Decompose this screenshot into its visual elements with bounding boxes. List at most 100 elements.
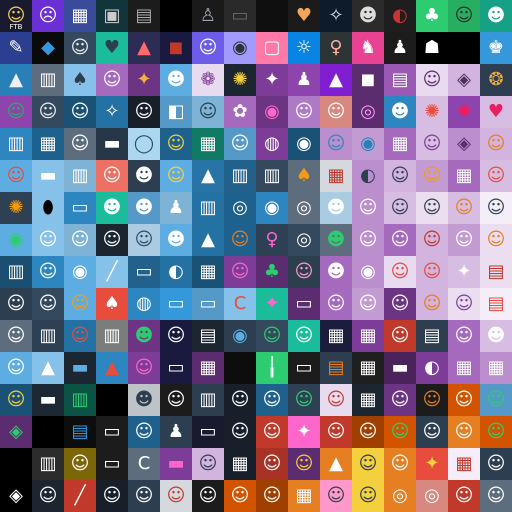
text-tile[interactable]: ▤ (480, 256, 512, 288)
abstract-tile[interactable]: ╱ (64, 480, 96, 512)
pizza-tile[interactable]: ▲ (320, 448, 352, 480)
pink-tile[interactable]: ♥ (480, 96, 512, 128)
car-tile[interactable]: ◐ (384, 0, 416, 32)
object-tile[interactable]: ◐ (416, 352, 448, 384)
lake-tile[interactable]: ▬ (32, 160, 64, 192)
dark-tile[interactable] (160, 0, 192, 32)
cartoon-tile[interactable]: ☺ (192, 96, 224, 128)
cityscape-tile[interactable]: ▥ (192, 192, 224, 224)
portrait-tile[interactable]: ☺ (160, 320, 192, 352)
portrait-tile[interactable]: ▭ (160, 288, 192, 320)
crystal-tile[interactable]: ◈ (0, 416, 32, 448)
dark-tile[interactable]: ▭ (96, 448, 128, 480)
character-tile[interactable]: ☺ (224, 256, 256, 288)
bear-tile[interactable]: ☻ (320, 256, 352, 288)
dark-tile[interactable] (96, 384, 128, 416)
abstract-tile[interactable]: ◍ (128, 288, 160, 320)
cat-tile[interactable]: ☺ (352, 288, 384, 320)
pixel-face-tile[interactable]: ☺ (416, 288, 448, 320)
galaxy-tile[interactable]: ✺ (0, 192, 32, 224)
water-tile[interactable]: ▥ (64, 160, 96, 192)
gradient-tile[interactable]: ▦ (480, 352, 512, 384)
fire-tile[interactable]: ✦ (416, 448, 448, 480)
pixel-character-tile[interactable]: ☺ (480, 160, 512, 192)
character-tile[interactable]: ☺ (352, 416, 384, 448)
pixel-character-tile[interactable]: ☺ (416, 224, 448, 256)
mountain-tile[interactable]: ▲ (0, 64, 32, 96)
bulb-tile[interactable]: ◉ (64, 256, 96, 288)
chart-tile[interactable]: ▦ (192, 128, 224, 160)
sketch-tile[interactable]: ▤ (128, 0, 160, 32)
creature-tile[interactable]: ☺ (320, 128, 352, 160)
cow-tile[interactable]: ☻ (128, 384, 160, 416)
purple-tile[interactable]: ▦ (192, 352, 224, 384)
character-tile[interactable]: ☺ (64, 320, 96, 352)
pixel-face-tile[interactable]: ☺ (384, 160, 416, 192)
zombie-tile[interactable]: ☺ (288, 384, 320, 416)
man-tile[interactable]: ☺ (384, 448, 416, 480)
red-face-tile[interactable]: ☺ (384, 320, 416, 352)
pink-tile[interactable]: ☺ (320, 480, 352, 512)
crown-tile[interactable]: ♚ (480, 32, 512, 64)
pixel-tile[interactable]: ☺ (352, 448, 384, 480)
portrait-tile[interactable]: ☺ (32, 256, 64, 288)
pattern-tile[interactable]: ▦ (288, 480, 320, 512)
dark-tile[interactable]: ▦ (352, 352, 384, 384)
hat-tile[interactable]: ☗ (416, 32, 448, 64)
ornament-tile[interactable]: ❂ (480, 64, 512, 96)
creature-tile[interactable]: ♣ (256, 256, 288, 288)
tv-tile[interactable]: ▭ (64, 192, 96, 224)
spiral-tile[interactable]: ◎ (352, 96, 384, 128)
dark-tile[interactable] (32, 416, 64, 448)
cat-tile[interactable]: ☻ (160, 64, 192, 96)
character-tile[interactable]: ☺ (416, 64, 448, 96)
purple-art-tile[interactable]: ☺ (288, 256, 320, 288)
scene-tile[interactable]: ◧ (160, 96, 192, 128)
neon-tile[interactable]: ✦ (256, 288, 288, 320)
dark-tile[interactable] (448, 32, 480, 64)
horse-tile[interactable]: ♞ (352, 32, 384, 64)
robot-tile[interactable]: ☺ (256, 416, 288, 448)
blob-tile[interactable]: ✹ (448, 96, 480, 128)
portrait-tile[interactable]: ☺ (416, 416, 448, 448)
woman-tile[interactable]: ☺ (320, 96, 352, 128)
dark-tile[interactable]: ▦ (224, 448, 256, 480)
mondrian-tile[interactable]: ▦ (320, 160, 352, 192)
avatar-tile[interactable]: ◉ (352, 256, 384, 288)
red-box-tile[interactable]: ◼ (160, 32, 192, 64)
dark-tile[interactable]: ▭ (96, 416, 128, 448)
sparkle-tile[interactable]: ✦ (256, 64, 288, 96)
poster-tile[interactable]: ▭ (288, 288, 320, 320)
portrait-tile[interactable]: ☺ (192, 32, 224, 64)
man-tile[interactable]: ☺ (448, 416, 480, 448)
art-tile[interactable]: ✧ (96, 96, 128, 128)
man-tile[interactable]: ☺ (128, 96, 160, 128)
dark-tile[interactable]: ▭ (288, 352, 320, 384)
frog-tile[interactable]: ☺ (0, 96, 32, 128)
pixel-character-tile[interactable]: ☺ (416, 160, 448, 192)
character-tile[interactable]: ☺ (160, 128, 192, 160)
stripe-tile[interactable]: ▬ (96, 128, 128, 160)
flower-tile[interactable]: ✿ (224, 96, 256, 128)
ornament-tile[interactable]: ◈ (448, 128, 480, 160)
logo-tile[interactable]: C (128, 448, 160, 480)
pixel-tile[interactable]: ☺ (0, 288, 32, 320)
glitch-tile[interactable]: ☺ (32, 224, 64, 256)
man-tile[interactable]: ☺ (480, 448, 512, 480)
man-tile[interactable]: ☺ (192, 480, 224, 512)
logo-tile[interactable]: ◈ (0, 480, 32, 512)
dark-tile[interactable]: ▥ (32, 448, 64, 480)
astronaut-tile[interactable]: ☺ (320, 416, 352, 448)
astronaut-tile[interactable]: ✧ (320, 0, 352, 32)
forest-tile[interactable]: ▥ (224, 160, 256, 192)
grid-tile[interactable]: ▤ (384, 64, 416, 96)
robot-tile[interactable]: ☻ (320, 192, 352, 224)
symbol-tile[interactable]: ◈ (448, 64, 480, 96)
figure-tile[interactable]: ♟ (160, 192, 192, 224)
pixel-tile[interactable]: ☺ (352, 192, 384, 224)
zombie-tile[interactable]: ☺ (480, 384, 512, 416)
creature-tile[interactable]: ☺ (128, 352, 160, 384)
character-tile[interactable]: ☺ (448, 384, 480, 416)
sunset-tile[interactable]: ▬ (160, 448, 192, 480)
scene-tile[interactable]: ◉ (224, 320, 256, 352)
